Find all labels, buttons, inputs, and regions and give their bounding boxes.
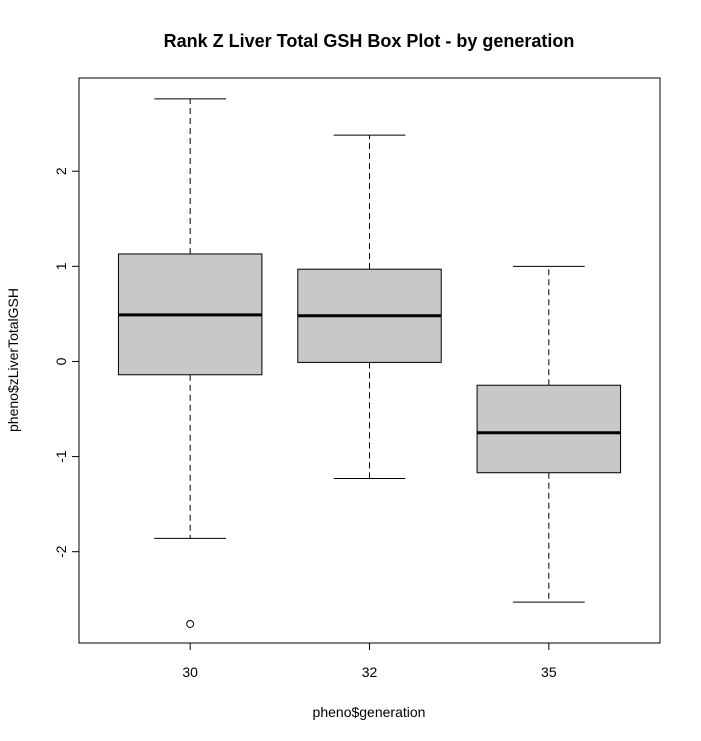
- y-axis-label: pheno$zLiverTotalGSH: [5, 288, 21, 432]
- y-tick-label: -2: [53, 545, 69, 558]
- y-tick-label: -1: [53, 450, 69, 463]
- box-iqr: [476, 384, 622, 474]
- box-group-35: [476, 265, 622, 603]
- box-group-30: [117, 98, 263, 628]
- outlier-point: [186, 619, 195, 628]
- x-tick-label: 30: [182, 664, 198, 680]
- x-axis: 30 32 35: [182, 642, 557, 680]
- y-tick-label: 1: [53, 262, 69, 270]
- x-tick-label: 35: [541, 664, 557, 680]
- chart-title: Rank Z Liver Total GSH Box Plot - by gen…: [164, 31, 575, 51]
- box-group-32: [297, 134, 442, 479]
- y-axis: -2 -1 0 1 2: [53, 167, 80, 558]
- boxes: [117, 98, 622, 628]
- y-tick-label: 0: [53, 357, 69, 365]
- x-tick-label: 32: [362, 664, 378, 680]
- y-tick-label: 2: [53, 167, 69, 175]
- x-axis-label: pheno$generation: [313, 704, 426, 720]
